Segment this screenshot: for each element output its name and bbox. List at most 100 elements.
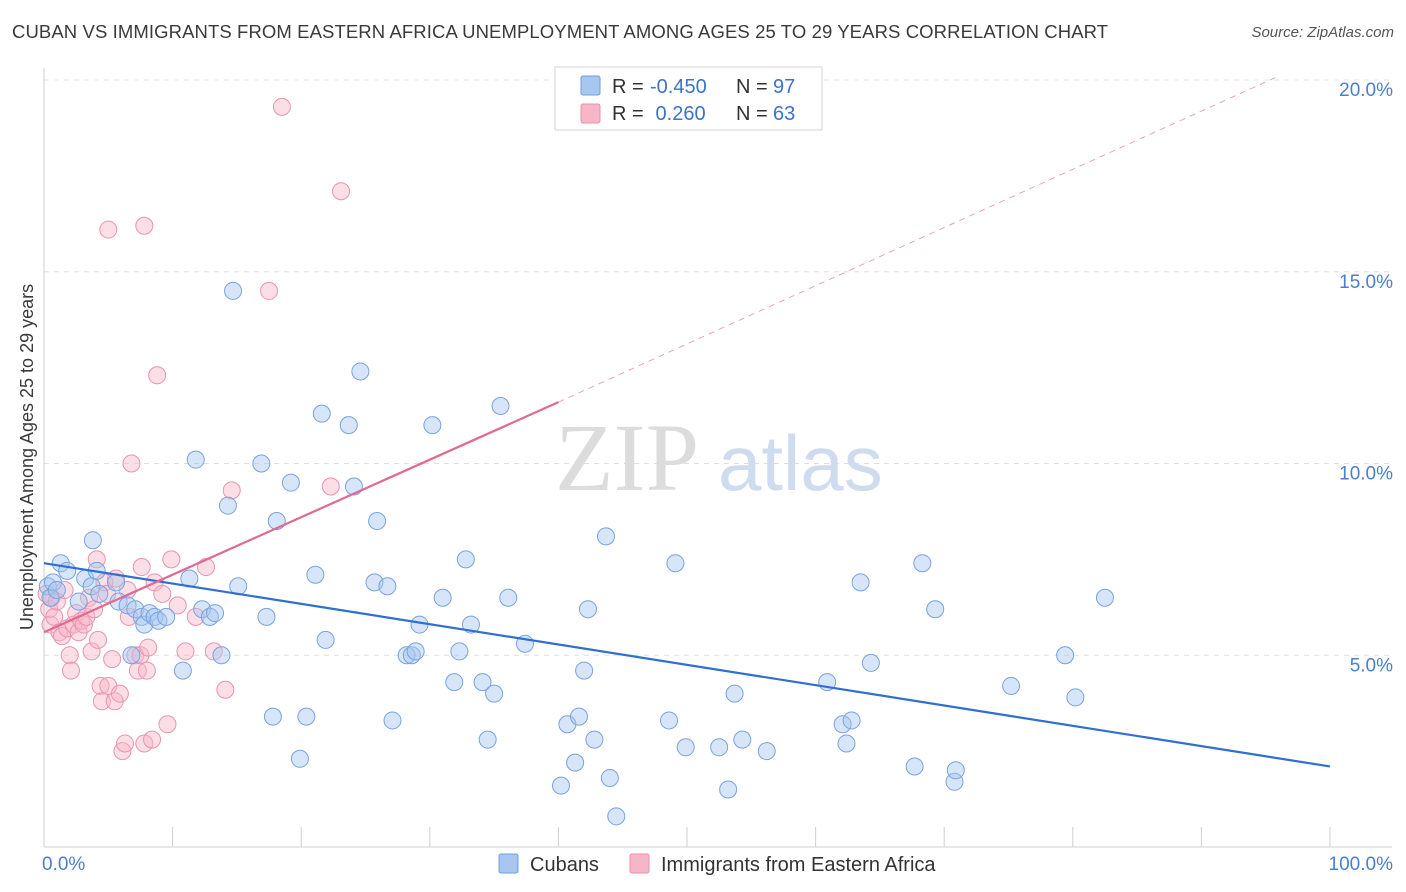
trend-lines — [43, 75, 1331, 768]
point-cubans — [173, 661, 192, 680]
y-tick-label: 10.0% — [1339, 464, 1393, 485]
point-eastern-africa — [143, 730, 162, 749]
point-cubans — [316, 630, 335, 649]
point-cubans — [126, 600, 145, 619]
point-cubans — [368, 512, 387, 531]
point-cubans — [157, 607, 176, 626]
point-cubans — [861, 653, 880, 672]
point-eastern-africa — [99, 220, 118, 239]
point-cubans — [659, 711, 678, 730]
point-cubans — [281, 473, 300, 492]
point-eastern-africa — [119, 607, 138, 626]
point-cubans — [83, 531, 102, 550]
watermark-zip: ZIP — [555, 404, 699, 511]
point-eastern-africa — [62, 661, 81, 680]
point-cubans — [135, 615, 154, 634]
point-cubans — [719, 780, 738, 799]
point-cubans — [585, 730, 604, 749]
legend-n-label-2: N = — [736, 103, 768, 125]
point-eastern-africa — [89, 630, 108, 649]
y-axis-label: Unemployment Among Ages 25 to 29 years — [17, 284, 37, 630]
bottom-legend-swatch-eastern-africa — [629, 853, 650, 874]
point-cubans — [478, 730, 497, 749]
point-cubans — [913, 554, 932, 573]
point-eastern-africa — [132, 558, 151, 577]
point-cubans — [252, 454, 271, 473]
point-cubans — [491, 396, 510, 415]
point-cubans — [676, 738, 695, 757]
point-eastern-africa — [91, 676, 110, 695]
point-cubans — [607, 807, 626, 826]
point-cubans — [47, 581, 66, 600]
legend-swatch-eastern-africa — [580, 103, 601, 124]
point-cubans — [725, 684, 744, 703]
point-cubans — [851, 573, 870, 592]
point-cubans — [378, 577, 397, 596]
point-eastern-africa — [116, 734, 135, 753]
point-eastern-africa — [197, 558, 216, 577]
source-label: Source: ZipAtlas.com — [1251, 24, 1394, 41]
point-cubans — [1066, 688, 1085, 707]
trend-line-eastern-africa — [43, 401, 559, 634]
point-eastern-africa — [92, 692, 111, 711]
point-cubans — [297, 707, 316, 726]
point-eastern-africa — [186, 607, 205, 626]
series-cubans-points — [38, 281, 1114, 826]
point-cubans — [456, 550, 475, 569]
point-eastern-africa — [222, 481, 241, 500]
legend-swatch-cubans — [580, 75, 601, 96]
point-cubans — [710, 738, 729, 757]
point-cubans — [69, 592, 88, 611]
point-eastern-africa — [80, 588, 99, 607]
point-cubans — [218, 496, 237, 515]
point-cubans — [569, 707, 588, 726]
point-cubans — [406, 642, 425, 661]
point-cubans — [551, 776, 570, 795]
point-cubans — [733, 730, 752, 749]
point-eastern-africa — [122, 454, 141, 473]
point-eastern-africa — [321, 477, 340, 496]
point-eastern-africa — [216, 680, 235, 699]
point-eastern-africa — [82, 642, 101, 661]
point-eastern-africa — [128, 661, 147, 680]
point-cubans — [433, 588, 452, 607]
point-cubans — [926, 600, 945, 619]
point-cubans — [41, 588, 60, 607]
point-cubans — [945, 772, 964, 791]
point-eastern-africa — [158, 715, 177, 734]
point-cubans — [842, 711, 861, 730]
watermark: ZIP atlas — [555, 404, 883, 511]
point-cubans — [383, 711, 402, 730]
x-tick-labels: 0.0% 100.0% — [42, 854, 1393, 875]
point-cubans — [578, 600, 597, 619]
point-cubans — [757, 742, 776, 761]
point-cubans — [257, 607, 276, 626]
point-eastern-africa — [332, 182, 351, 201]
point-eastern-africa — [176, 642, 195, 661]
point-eastern-africa — [168, 596, 187, 615]
bottom-legend-eastern-africa: Immigrants from Eastern Africa — [661, 854, 936, 876]
point-eastern-africa — [139, 638, 158, 657]
legend-n-label-1: N = — [736, 76, 768, 98]
point-cubans — [290, 749, 309, 768]
point-cubans — [946, 761, 965, 780]
y-tick-labels: 5.0% 10.0% 15.0% 20.0% — [1339, 80, 1393, 676]
point-eastern-africa — [131, 646, 150, 665]
legend-box: R = -0.450 N = 97 R = 0.260 N = 63 — [554, 66, 823, 131]
x-tick-label: 100.0% — [1329, 854, 1394, 875]
point-cubans — [837, 734, 856, 753]
chart-title: CUBAN VS IMMIGRANTS FROM EASTERN AFRICA … — [12, 21, 1109, 42]
y-tick-label: 20.0% — [1339, 80, 1393, 101]
point-cubans — [1095, 588, 1114, 607]
point-cubans — [397, 646, 416, 665]
legend-r-label-2: R = — [612, 103, 644, 125]
legend-n-value-2: 63 — [773, 103, 795, 125]
point-cubans — [1056, 646, 1075, 665]
point-cubans — [485, 684, 504, 703]
point-cubans — [499, 588, 518, 607]
trend-line-cubans — [43, 562, 1331, 768]
legend-r-value-2: 0.260 — [650, 103, 706, 125]
gridlines — [44, 79, 1392, 656]
point-cubans — [339, 416, 358, 435]
